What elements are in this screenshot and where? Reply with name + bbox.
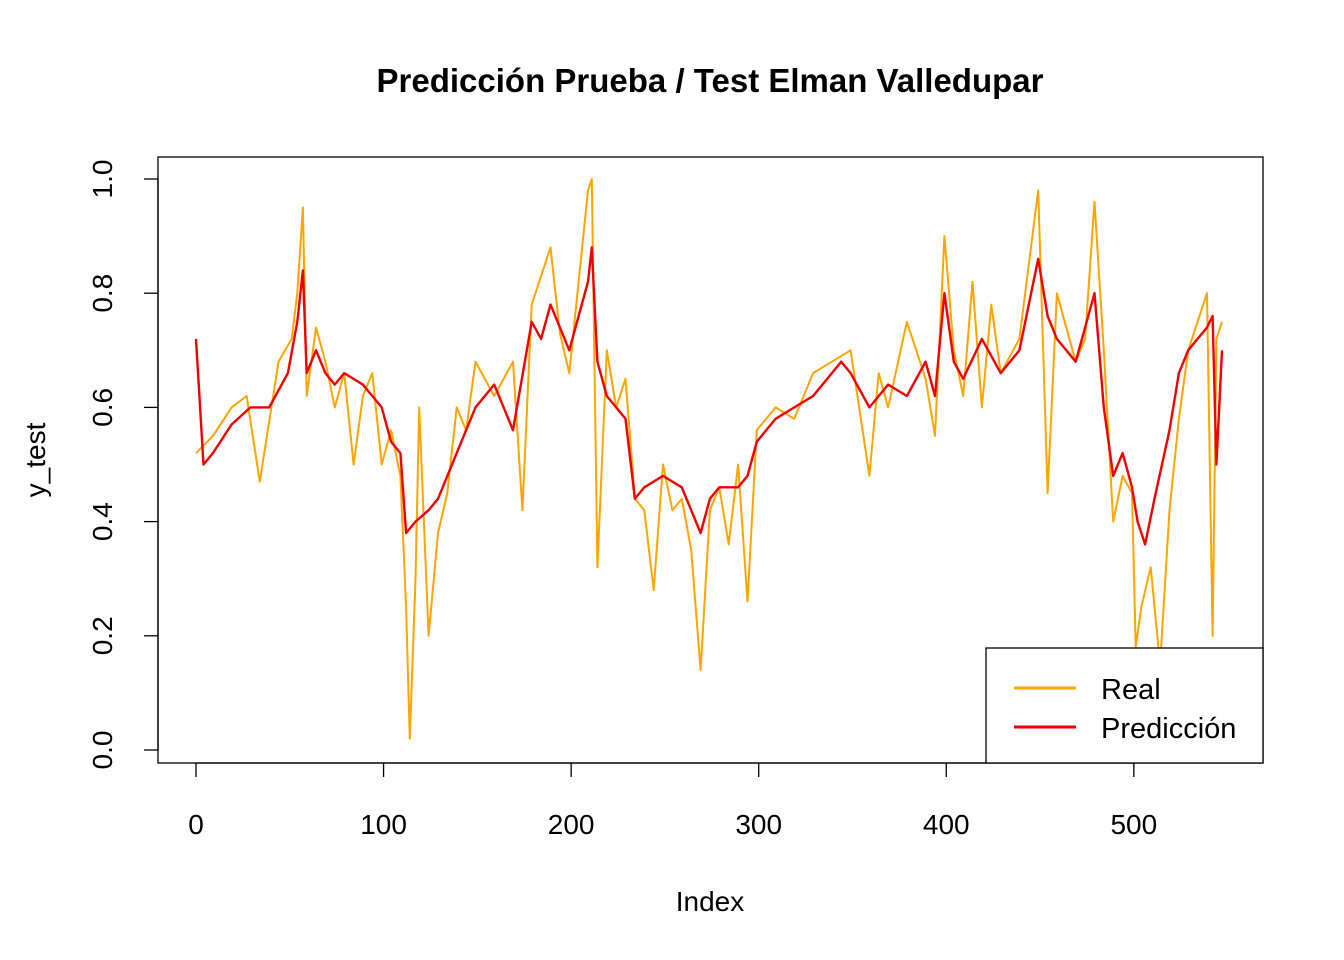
chart-title: Predicción Prueba / Test Elman Valledupa…	[377, 62, 1044, 99]
legend-label-prediccion: Predicción	[1101, 713, 1236, 745]
x-tick-label: 200	[548, 809, 595, 840]
y-tick-label: 0.6	[87, 388, 118, 427]
series-line-prediccion	[194, 246, 1224, 546]
y-tick-label: 0.2	[87, 616, 118, 655]
y-axis-label: y_test	[20, 422, 51, 497]
y-tick-label: 1.0	[87, 160, 118, 199]
series-line-real	[195, 178, 1223, 740]
y-tick-label: 0.0	[87, 731, 118, 770]
x-axis-label: Index	[676, 886, 745, 917]
y-tick-label: 0.4	[87, 502, 118, 541]
legend-box	[985, 647, 1264, 764]
x-tick-label: 500	[1110, 809, 1157, 840]
x-axis: 0 100 200 300 400 500	[188, 762, 1157, 840]
x-tick-label: 400	[923, 809, 970, 840]
legend-label-real: Real	[1101, 674, 1161, 706]
x-tick-label: 100	[360, 809, 407, 840]
legend: Real Predicción	[985, 647, 1264, 764]
series-layer	[194, 178, 1224, 740]
x-tick-label: 300	[735, 809, 782, 840]
x-tick-label: 0	[188, 809, 204, 840]
y-axis: 0.0 0.2 0.4 0.6 0.8 1.0	[87, 160, 159, 770]
y-tick-label: 0.8	[87, 274, 118, 313]
